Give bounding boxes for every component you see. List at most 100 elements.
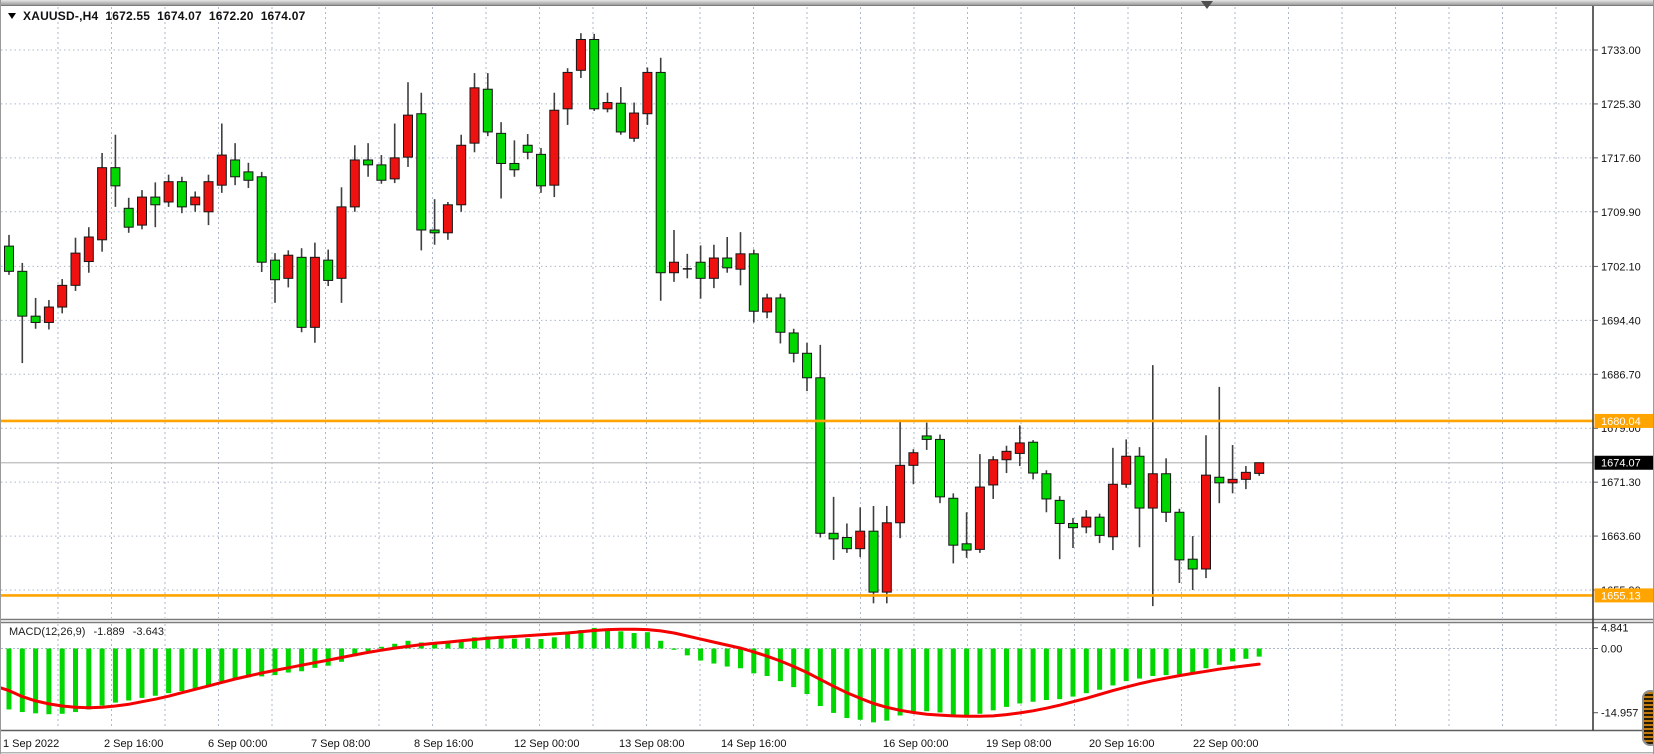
candle — [243, 162, 254, 188]
candle — [176, 176, 187, 214]
candle — [841, 523, 852, 553]
candle — [988, 456, 999, 499]
candle — [1240, 466, 1251, 490]
price-tick-label: 1694.40 — [1601, 315, 1641, 327]
candle — [429, 199, 440, 245]
candle — [1081, 510, 1092, 534]
macd-histogram — [6, 627, 1262, 723]
candle — [1201, 435, 1211, 579]
candle — [1227, 445, 1238, 494]
candle — [1068, 517, 1078, 548]
time-scale[interactable]: 1 Sep 2022 2 Sep 16:00 6 Sep 00:00 7 Sep 08… — [3, 738, 1258, 750]
candle — [974, 454, 985, 553]
resistance-price-label: 1680.04 — [1594, 413, 1653, 428]
candle — [456, 134, 467, 212]
candle — [123, 197, 134, 233]
candle — [216, 123, 227, 193]
candlestick-series — [4, 33, 1265, 607]
candle — [1094, 513, 1105, 544]
candle — [83, 227, 94, 273]
low-value: 1672.20 — [208, 9, 254, 23]
candle — [1254, 462, 1265, 476]
candle — [735, 232, 746, 286]
candle — [642, 67, 653, 125]
macd-tick-label: 0.00 — [1601, 644, 1622, 656]
candle — [1121, 439, 1132, 488]
candle — [1214, 386, 1225, 504]
candle — [828, 496, 839, 560]
candle — [110, 134, 121, 207]
candle — [575, 33, 586, 79]
time-tick-label: 1 Sep 2022 — [3, 738, 59, 750]
price-tick-label: 1686.70 — [1601, 369, 1641, 381]
candle — [296, 248, 307, 333]
candle — [137, 190, 147, 230]
time-tick-label: 13 Sep 08:00 — [619, 738, 684, 750]
time-tick-label: 20 Sep 16:00 — [1089, 738, 1154, 750]
candle — [935, 434, 945, 504]
symbol-dropdown-icon[interactable] — [8, 13, 16, 19]
candle — [1107, 447, 1118, 551]
candle — [948, 493, 959, 564]
candle — [270, 253, 280, 303]
candle — [589, 33, 600, 111]
candle — [522, 134, 533, 160]
macd-name: MACD(12,26,9) — [9, 626, 86, 638]
candle — [482, 73, 493, 137]
current-price-label-text: 1674.07 — [1601, 458, 1641, 470]
candle — [961, 512, 972, 558]
scrollbar-thumb[interactable] — [1642, 690, 1653, 746]
current-price-label: 1674.07 — [1594, 455, 1653, 470]
candle — [70, 237, 81, 291]
chart-shift-marker-icon[interactable] — [1201, 1, 1213, 9]
candle — [815, 344, 826, 538]
price-tick-label: 1733.00 — [1601, 45, 1641, 57]
candle — [363, 143, 374, 177]
candle — [256, 171, 267, 273]
candle — [309, 242, 320, 343]
candle — [4, 234, 14, 275]
candle — [708, 244, 719, 289]
price-tick-label: 1709.90 — [1601, 207, 1641, 219]
price-tick-label: 1725.30 — [1601, 99, 1641, 111]
time-tick-label: 12 Sep 00:00 — [514, 738, 579, 750]
price-scale[interactable]: 1733.00 1725.30 1717.60 1709.90 1702.10 1694.… — [1593, 45, 1641, 597]
candle — [203, 174, 214, 226]
price-object-lines[interactable] — [1, 419, 1593, 597]
candle — [881, 505, 892, 604]
macd-scale[interactable]: 4.841 0.00 -14.957 — [1593, 623, 1638, 720]
macd-main-value: -1.889 — [93, 626, 125, 638]
candle — [376, 155, 387, 184]
candle — [855, 507, 866, 558]
candle — [43, 300, 54, 330]
candle — [230, 143, 241, 186]
candle — [283, 250, 294, 288]
candle — [669, 230, 679, 282]
candle — [868, 505, 879, 604]
resistance-price-label-text: 1680.04 — [1601, 416, 1641, 428]
price-tick-label: 1663.60 — [1601, 531, 1641, 543]
candle — [722, 237, 733, 273]
candle — [389, 123, 400, 184]
candle — [97, 152, 108, 252]
time-tick-label: 2 Sep 16:00 — [104, 738, 163, 750]
support-price-label-text: 1655.13 — [1601, 590, 1641, 602]
candle — [442, 201, 453, 240]
candle — [30, 297, 41, 329]
grid-horizontal-lines — [1, 49, 1593, 591]
candle — [1174, 508, 1185, 584]
time-tick-label: 16 Sep 00:00 — [883, 738, 948, 750]
price-tick-label: 1671.30 — [1601, 477, 1641, 489]
time-tick-label: 22 Sep 00:00 — [1193, 738, 1258, 750]
high-value: 1674.07 — [157, 9, 202, 23]
macd-signal-line — [1, 627, 1261, 718]
candle — [469, 73, 480, 153]
candle — [802, 342, 812, 392]
candle — [1014, 425, 1025, 467]
candle — [1147, 365, 1158, 607]
candle — [150, 182, 161, 228]
candle — [17, 262, 28, 364]
candle — [336, 187, 347, 303]
